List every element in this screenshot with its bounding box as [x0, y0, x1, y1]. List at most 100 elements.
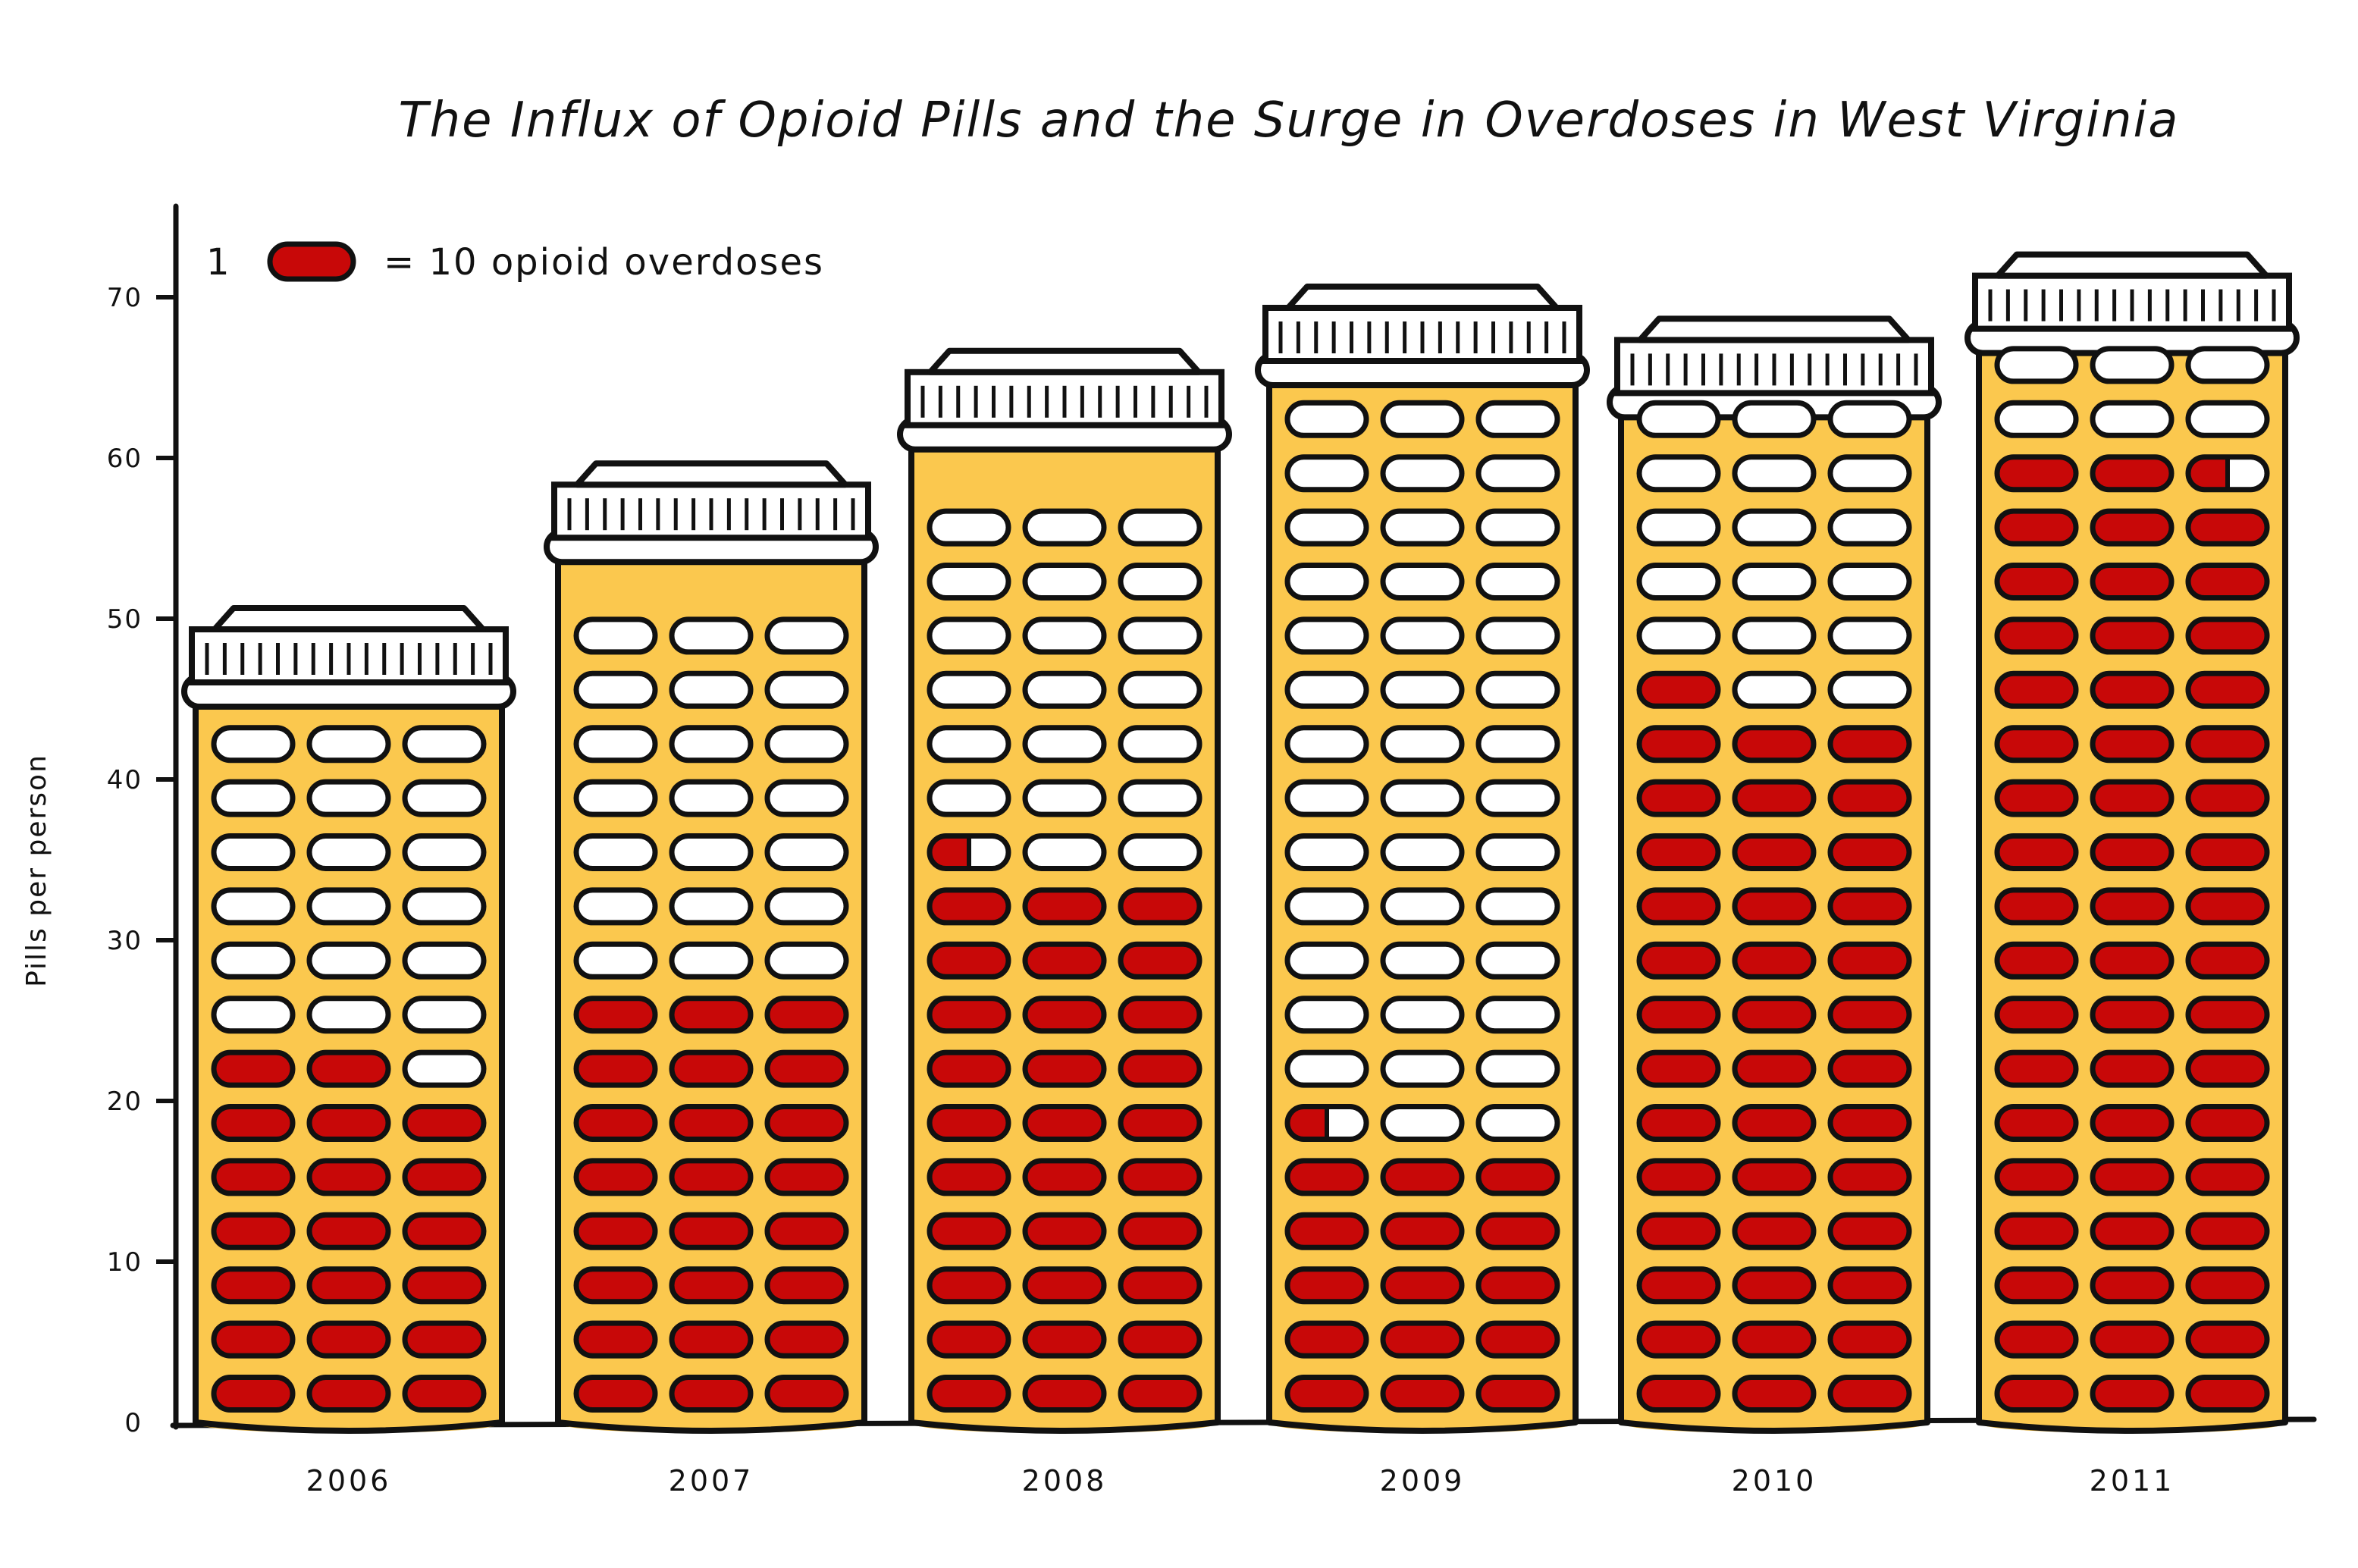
- pill-fill: [1478, 1215, 1557, 1247]
- empty-pill: [1830, 403, 1909, 435]
- pill-fill: [2188, 673, 2267, 706]
- pill-fill: [2188, 619, 2267, 652]
- pill-fill: [2188, 1323, 2267, 1356]
- pill-fill: [1383, 1269, 1462, 1302]
- overdose-pill: [1478, 1161, 1557, 1193]
- empty-pill: [1121, 836, 1199, 869]
- empty-pill: [767, 836, 846, 869]
- pill-fill: [1478, 1107, 1557, 1140]
- empty-pill: [672, 890, 751, 923]
- pill-fill: [576, 944, 655, 977]
- pill-fill: [1478, 890, 1557, 923]
- overdose-pill: [1997, 890, 2076, 923]
- pill-fill: [1735, 673, 1814, 706]
- pill-fill: [1121, 1215, 1199, 1247]
- pill-fill: [1121, 836, 1199, 869]
- empty-pill: [767, 619, 846, 652]
- pill-fill: [309, 1161, 388, 1193]
- overdose-pill: [1735, 1323, 1814, 1356]
- pill-fill: [214, 999, 293, 1031]
- pill-fill: [930, 728, 1008, 760]
- overdose-pill: [309, 1269, 388, 1302]
- empty-pill: [1478, 1107, 1557, 1140]
- empty-pill: [1478, 890, 1557, 923]
- overdose-pill: [214, 1215, 293, 1247]
- overdose-pill: [930, 1107, 1008, 1140]
- pill-fill: [2188, 1215, 2267, 1247]
- pill-fill: [1121, 511, 1199, 544]
- pill-fill: [309, 836, 388, 869]
- overdose-pill: [1997, 728, 2076, 760]
- overdose-pill: [1025, 1161, 1104, 1193]
- pill-fill: [1025, 1107, 1104, 1140]
- overdose-pill: [1383, 1269, 1462, 1302]
- overdose-pill: [405, 1269, 484, 1302]
- overdose-pill: [930, 944, 1008, 977]
- overdose-pill: [2093, 1269, 2171, 1302]
- pill-fill: [767, 890, 846, 923]
- overdose-pill: [1830, 728, 1909, 760]
- overdose-pill: [1025, 890, 1104, 923]
- bottle-2008: 2008: [900, 351, 1229, 1497]
- pill-fill: [576, 1107, 655, 1140]
- pill-fill: [1121, 1323, 1199, 1356]
- overdose-pill: [1997, 1052, 2076, 1085]
- pill-fill: [2093, 511, 2171, 544]
- pill-fill: [2188, 566, 2267, 598]
- pill-fill: [1025, 1052, 1104, 1085]
- pill-fill: [2188, 836, 2267, 869]
- pill-fill: [1478, 728, 1557, 760]
- pill-fill: [1639, 619, 1718, 652]
- pill-fill: [1121, 1161, 1199, 1193]
- pill-fill: [672, 1107, 751, 1140]
- pill-fill: [1383, 1107, 1462, 1140]
- overdose-pill: [214, 1378, 293, 1410]
- overdose-pill: [2188, 944, 2267, 977]
- pill-fill: [405, 728, 484, 760]
- pill-fill: [576, 619, 655, 652]
- pill-fill: [2188, 349, 2267, 381]
- empty-pill: [576, 782, 655, 814]
- pill-fill: [1478, 1269, 1557, 1302]
- pill-fill: [2093, 1378, 2171, 1410]
- empty-pill: [767, 782, 846, 814]
- overdose-pill: [1997, 1107, 2076, 1140]
- pill-fill: [405, 890, 484, 923]
- empty-pill: [1478, 566, 1557, 598]
- pill-fill: [309, 999, 388, 1031]
- overdose-pill: [1735, 999, 1814, 1031]
- legend-count-label: 1: [206, 241, 231, 284]
- overdose-pill: [1121, 1161, 1199, 1193]
- pill-fill: [1478, 1052, 1557, 1085]
- pill-fill: [930, 944, 1008, 977]
- overdose-pill: [1025, 1052, 1104, 1085]
- pill-fill: [1025, 1323, 1104, 1356]
- legend-pill-icon: [270, 244, 353, 279]
- pill-fill: [309, 1269, 388, 1302]
- overdose-pill: [1735, 836, 1814, 869]
- pill-fill: [2093, 836, 2171, 869]
- pill-fill: [309, 944, 388, 977]
- empty-pill: [1735, 619, 1814, 652]
- pill-fill: [1383, 619, 1462, 652]
- overdose-pill: [1997, 1378, 2076, 1410]
- pill-fill: [1383, 728, 1462, 760]
- overdose-pill: [309, 1215, 388, 1247]
- empty-pill: [930, 619, 1008, 652]
- pill-fill: [930, 673, 1008, 706]
- pill-fill: [1639, 1052, 1718, 1085]
- pill-fill: [672, 673, 751, 706]
- empty-pill: [1735, 457, 1814, 490]
- pill-fill: [1478, 511, 1557, 544]
- y-axis-label: Pills per person: [21, 754, 52, 987]
- pill-fill: [1735, 403, 1814, 435]
- empty-pill: [576, 728, 655, 760]
- y-tick-label-0: 0: [124, 1408, 143, 1438]
- cap-top: [1288, 287, 1557, 308]
- pill-fill: [1478, 673, 1557, 706]
- pill-fill: [672, 1269, 751, 1302]
- pill-fill: [1735, 944, 1814, 977]
- pill-fill: [1997, 1378, 2076, 1410]
- pill-fill: [2093, 566, 2171, 598]
- pill-fill: [1478, 1378, 1557, 1410]
